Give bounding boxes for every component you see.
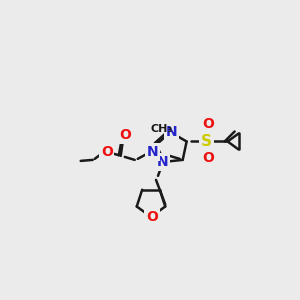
Text: O: O [203, 118, 214, 131]
Text: N: N [147, 145, 158, 159]
Text: CH₃: CH₃ [151, 124, 173, 134]
Text: O: O [119, 128, 130, 142]
Text: O: O [203, 152, 214, 166]
Text: O: O [101, 145, 112, 159]
Text: O: O [146, 210, 158, 224]
Text: N: N [166, 125, 177, 139]
Text: N: N [157, 155, 169, 169]
Text: S: S [201, 134, 212, 149]
